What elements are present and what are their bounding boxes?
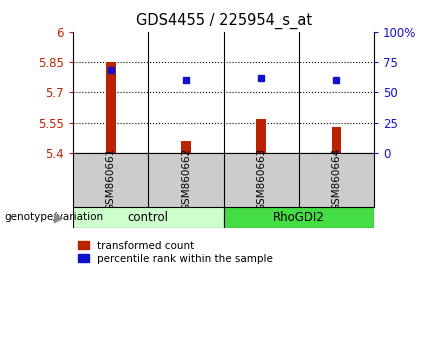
Text: GSM860663: GSM860663 bbox=[256, 148, 266, 211]
Text: GSM860661: GSM860661 bbox=[106, 148, 116, 211]
Text: GSM860662: GSM860662 bbox=[181, 148, 191, 211]
Bar bbox=[106, 62, 116, 153]
Bar bbox=[224, 206, 374, 228]
Bar bbox=[73, 206, 224, 228]
Bar bbox=[332, 127, 341, 153]
Bar bbox=[181, 141, 191, 153]
Text: genotype/variation: genotype/variation bbox=[4, 212, 104, 222]
Bar bbox=[256, 119, 266, 153]
Text: ▶: ▶ bbox=[54, 211, 63, 224]
Text: RhoGDI2: RhoGDI2 bbox=[273, 211, 325, 224]
Legend: transformed count, percentile rank within the sample: transformed count, percentile rank withi… bbox=[78, 241, 273, 264]
Text: GSM860664: GSM860664 bbox=[332, 148, 341, 211]
Text: control: control bbox=[128, 211, 169, 224]
Title: GDS4455 / 225954_s_at: GDS4455 / 225954_s_at bbox=[135, 13, 312, 29]
